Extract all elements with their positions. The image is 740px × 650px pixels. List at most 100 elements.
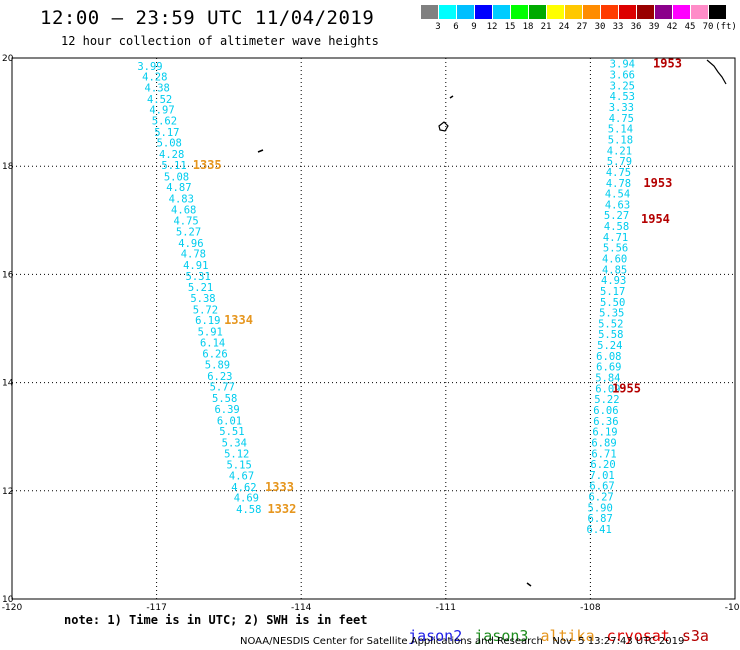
x-tick-label: -108 [580, 603, 601, 613]
swh-value-track-central: 4.54 [605, 189, 630, 201]
swh-value-track-west: 6.14 [200, 337, 225, 349]
swh-value-track-west: 4.58 [236, 504, 261, 516]
swh-value-track-central: 5.14 [608, 124, 633, 136]
swh-value-track-west: 5.12 [224, 448, 249, 460]
colorbar-swatch [547, 5, 564, 19]
swh-value-track-central: 5.79 [607, 156, 632, 168]
swh-value-track-central: 4.75 [609, 113, 634, 125]
x-tick-label: -114 [291, 603, 312, 613]
colorbar-swatch [475, 5, 492, 19]
swh-value-track-west: 5.08 [164, 171, 189, 183]
swh-value-track-central: 4.58 [604, 221, 629, 233]
swh-value-track-central: 3.94 [610, 59, 635, 71]
y-tick-label: 18 [2, 162, 14, 172]
colorbar-label: 42 [666, 22, 678, 32]
wave-height-observations: 3.994.284.384.524.975.625.175.084.285.11… [137, 59, 740, 580]
swh-value-track-central: 3.25 [610, 80, 635, 92]
legend-jason3: jason3 [474, 627, 529, 645]
swh-value-track-central: 4.75 [606, 167, 631, 179]
y-tick-label: 20 [2, 54, 14, 64]
swh-value-track-west: 4.67 [229, 470, 254, 482]
x-tick-label: -111 [436, 603, 456, 613]
coastline-features [257, 59, 727, 587]
pass-number-altika: 1334 [224, 313, 253, 327]
swh-value-track-central: 5.52 [598, 318, 623, 330]
map-grid [12, 58, 735, 599]
swh-value-track-central: 5.84 [595, 373, 620, 385]
swh-value-track-central: 5.18 [608, 134, 633, 146]
colorbar-label: 27 [576, 22, 588, 32]
swh-value-track-west: 6.23 [207, 371, 232, 383]
swh-value-track-west: 4.28 [159, 149, 184, 161]
swh-value-track-west: 4.28 [142, 72, 167, 84]
colorbar-label: 33 [612, 22, 624, 32]
x-tick-label: -120 [2, 603, 23, 613]
swh-value-track-west: 4.38 [145, 83, 170, 95]
colorbar-swatch [493, 5, 510, 19]
swh-value-track-central: 4.60 [602, 253, 627, 265]
swh-value-track-west: 5.17 [154, 127, 179, 139]
swh-value-track-west: 4.91 [183, 260, 208, 272]
swh-value-track-central: 5.50 [600, 297, 625, 309]
legend-jason2: jason2 [408, 627, 463, 645]
pass-number-s3a: 1953 [653, 57, 682, 71]
colorbar-label: 70 [702, 22, 714, 32]
pass-number-s3a: 1955 [612, 381, 641, 395]
colorbar-label: 3 [435, 22, 441, 32]
swh-value-track-east: 4.53 [735, 558, 740, 570]
swh-value-track-west: 4.97 [149, 105, 174, 117]
island-san-benedicto [449, 95, 454, 99]
chart-title: 12:00 — 23:59 UTC 11/04/2019 [40, 7, 375, 29]
swh-value-track-west: 5.38 [190, 293, 215, 305]
swh-value-track-east: 4.24 [735, 568, 740, 580]
swh-value-track-west: 5.11 [161, 160, 186, 172]
swh-value-track-west: 5.51 [219, 426, 244, 438]
colorbar-label: 12 [486, 22, 498, 32]
swh-value-track-west: 5.89 [205, 360, 230, 372]
pass-number-altika: 1333 [265, 480, 294, 494]
x-tick-label: -105 [725, 603, 740, 613]
swh-value-track-central: 4.21 [607, 145, 632, 157]
swh-value-track-west: 4.96 [178, 238, 203, 250]
swh-value-track-central: 5.35 [599, 308, 624, 320]
y-tick-label: 14 [2, 379, 14, 389]
swh-value-track-central: 6.27 [588, 492, 613, 504]
x-tick-label: -117 [146, 603, 166, 613]
swh-value-track-west: 4.62 [231, 482, 256, 494]
y-tick-label: 12 [2, 487, 13, 497]
swh-value-track-east: 4.8 [735, 525, 740, 537]
y-tick-label: 16 [2, 270, 14, 280]
swh-value-track-west: 4.78 [181, 249, 206, 261]
colorbar-swatch [673, 5, 690, 19]
legend-s3a: s3a [681, 627, 709, 645]
colorbar-swatch [583, 5, 600, 19]
colorbar-label: 6 [453, 22, 459, 32]
colorbar-swatch [439, 5, 456, 19]
colorbar-swatch [421, 5, 438, 19]
colorbar-swatch [601, 5, 618, 19]
swh-value-track-central: 3.66 [610, 70, 635, 82]
swh-value-track-central: 6.09 [595, 383, 620, 395]
colorbar-label: 18 [522, 22, 534, 32]
swh-value-track-east: 5 [735, 482, 740, 494]
chart-subtitle: 12 hour collection of altimeter wave hei… [61, 34, 379, 48]
colorbar-swatch [655, 5, 672, 19]
swh-value-track-west: 3.99 [137, 61, 162, 73]
colorbar-swatch [637, 5, 654, 19]
colorbar-swatch [529, 5, 546, 19]
colorbar-label: 39 [648, 22, 660, 32]
colorbar-label: 15 [504, 22, 516, 32]
island-socorro [438, 121, 449, 132]
swh-value-track-west: 4.83 [169, 193, 194, 205]
swh-value-track-west: 5.58 [212, 393, 237, 405]
swh-value-track-west: 6.26 [202, 349, 227, 361]
y-tick-label: 10 [2, 595, 14, 605]
colorbar-swatch [709, 5, 726, 19]
swh-value-track-west: 5.91 [198, 327, 223, 339]
swh-value-track-west: 5.72 [193, 304, 218, 316]
legend-altika: altika [540, 627, 595, 645]
swh-value-track-central: 7.01 [589, 470, 614, 482]
swh-value-track-central: 4.71 [603, 232, 628, 244]
swh-value-track-central: 6.36 [593, 416, 618, 428]
